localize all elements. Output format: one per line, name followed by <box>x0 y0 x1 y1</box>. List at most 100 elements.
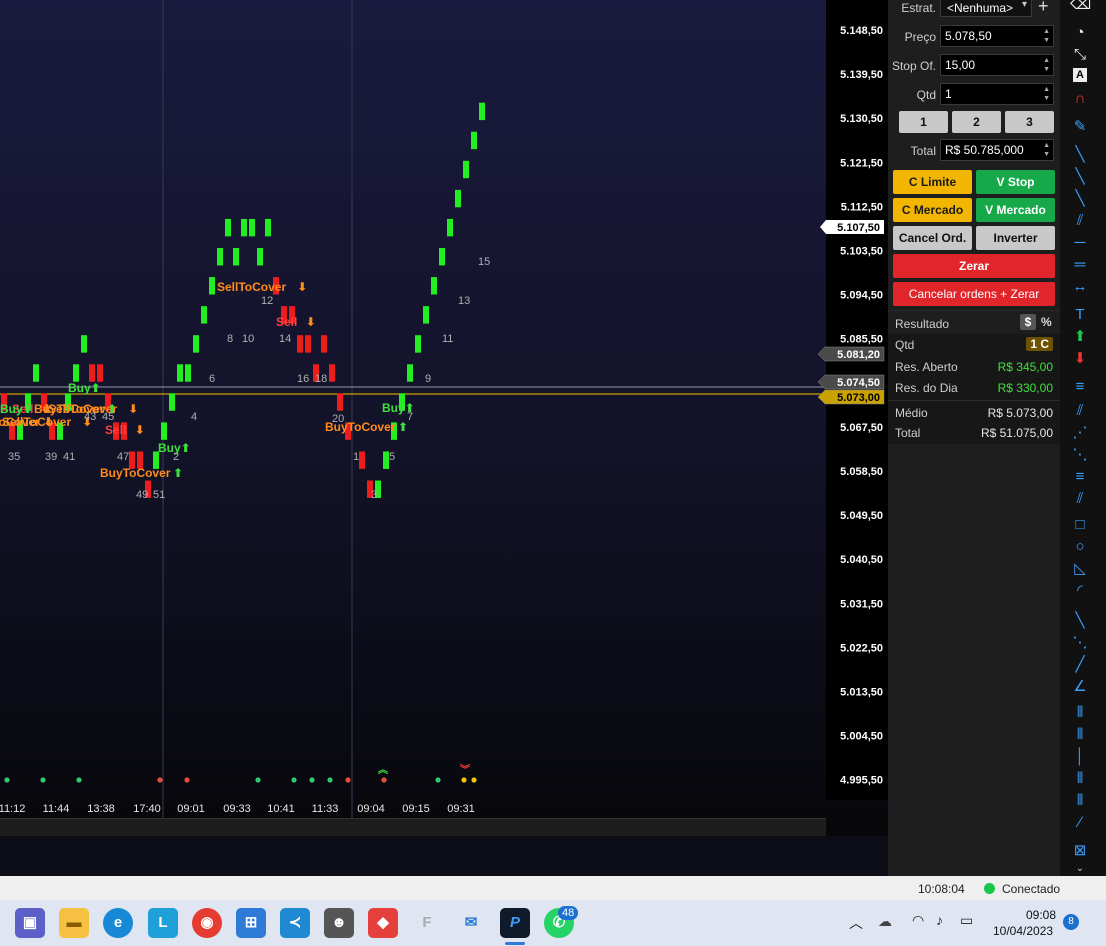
period-icon[interactable]: ⦀ <box>1076 770 1084 787</box>
buy-limit-button[interactable]: C Limite <box>893 170 972 194</box>
renko-down-brick <box>359 451 365 469</box>
qty-input[interactable]: 1 ▲ ▼ <box>940 83 1054 105</box>
chart-area[interactable]: 5.148,50 5.139,50 5.130,50 5.121,50 5.112,50… <box>0 0 888 836</box>
range-icon[interactable]: ↔ <box>1072 278 1088 295</box>
strategy-select[interactable]: <Nenhuma> ▾ <box>940 0 1032 17</box>
result-day-row: Res. do Dia R$ 330,00 <box>888 378 1060 398</box>
renko-down-brick <box>337 393 343 411</box>
price-row: Preço 5.078,50 ▲ ▼ <box>888 25 1060 49</box>
result-body: Qtd 1 C Res. Aberto R$ 345,00 Res. do Di… <box>888 334 1060 444</box>
mail-icon[interactable]: ✉ <box>456 908 486 938</box>
zero-button[interactable]: Zerar <box>893 254 1055 278</box>
channel-icon[interactable]: ⫽ <box>1076 212 1084 229</box>
regression-icon[interactable]: ╲ <box>1075 612 1085 629</box>
invert-button[interactable]: Inverter <box>976 226 1055 250</box>
l-app-icon[interactable]: L <box>148 908 178 938</box>
renko-down-brick <box>273 277 279 295</box>
f-app-icon[interactable]: F <box>412 908 442 938</box>
chrome-icon[interactable]: ◉ <box>192 908 222 938</box>
arrow-up-icon[interactable]: ⬆ <box>1073 328 1087 345</box>
currency-button[interactable]: $ <box>1020 314 1036 330</box>
fan-icon[interactable]: ⋰ <box>1072 424 1088 441</box>
network-icon[interactable]: ⊠ <box>1073 842 1087 859</box>
arc-icon[interactable]: ◜ <box>1077 582 1083 599</box>
magnet-icon[interactable]: ∩ <box>1074 90 1086 107</box>
notification-badge[interactable]: 8 <box>1063 914 1079 930</box>
fib-channel-icon[interactable]: ⫽ <box>1076 402 1084 419</box>
person-icon[interactable]: ☻ <box>324 908 354 938</box>
deviation-icon[interactable]: ⋱ <box>1072 634 1088 651</box>
triangle-icon[interactable]: ◺ <box>1074 560 1086 577</box>
spin-icon[interactable]: ▲ ▼ <box>1043 57 1050 73</box>
vertical-line-icon[interactable]: │ <box>1075 748 1085 765</box>
cancel-order-button[interactable]: Cancel Ord. <box>893 226 972 250</box>
battery-icon[interactable]: ▭ <box>960 912 974 928</box>
fib-fan-icon[interactable]: ⋱ <box>1072 446 1088 463</box>
fib-time-icon[interactable]: ⫽ <box>1076 490 1084 507</box>
strategy-label: Estrat. <box>901 1 936 15</box>
ray-icon[interactable]: ╲ <box>1075 190 1085 207</box>
horizontal-line-icon[interactable]: ─ <box>1074 234 1086 251</box>
arrow-down-icon[interactable]: ⬇ <box>1073 350 1087 367</box>
resize-icon[interactable]: ⤡ <box>1073 46 1086 63</box>
pen-icon[interactable]: ✎ <box>1073 118 1087 135</box>
signal-label: BuyToCover <box>325 420 396 434</box>
text-box-icon[interactable]: A <box>1073 68 1087 82</box>
total-input[interactable]: R$ 50.785,000 ▲ ▼ <box>940 139 1054 161</box>
renko-chart[interactable]: 5.148,50 5.139,50 5.130,50 5.121,50 5.112,50… <box>0 0 888 836</box>
chevron-up-icon[interactable]: ︿ <box>849 915 863 931</box>
sell-stop-button[interactable]: V Stop <box>976 170 1055 194</box>
buy-market-button[interactable]: C Mercado <box>893 198 972 222</box>
eraser-icon[interactable]: ⌫ <box>1070 0 1092 13</box>
rectangle-icon[interactable]: □ <box>1075 516 1085 533</box>
line-icon[interactable]: ╲ <box>1075 146 1085 163</box>
qty-3-button[interactable]: 3 <box>1005 111 1054 133</box>
renko-up-brick <box>17 422 23 440</box>
cloud-icon[interactable]: ☁ <box>878 913 892 929</box>
folder-icon[interactable]: ▬ <box>59 908 89 938</box>
segment-icon[interactable]: ╲ <box>1075 168 1085 185</box>
timer-icon[interactable]: ◔ <box>1075 24 1085 41</box>
store-icon[interactable]: ⊞ <box>236 908 266 938</box>
signal-label: Sell <box>12 402 33 416</box>
anydesk-icon[interactable]: ◆ <box>368 908 398 938</box>
time-cycles-icon[interactable]: ⦀ <box>1076 726 1084 743</box>
clock-date[interactable]: 10/04/2023 <box>993 924 1054 938</box>
profit-icon[interactable]: P <box>500 908 530 938</box>
qty-2-button[interactable]: 2 <box>952 111 1001 133</box>
stop-input[interactable]: 15,00 ▲ ▼ <box>940 54 1054 76</box>
expand-down-icon[interactable]: ⌄ <box>1075 863 1085 874</box>
fib-projection-icon[interactable]: ≡ <box>1075 468 1085 485</box>
edge-icon[interactable]: e <box>103 908 133 938</box>
renko-up-brick <box>153 451 159 469</box>
price-input[interactable]: 5.078,50 ▲ ▼ <box>940 25 1054 47</box>
brick-number: 6 <box>209 373 215 385</box>
time-label: 11:12 <box>0 803 25 815</box>
clock-time[interactable]: 09:08 <box>1026 908 1057 922</box>
cancel-and-zero-button[interactable]: Cancelar ordens + Zerar <box>893 282 1055 306</box>
spin-icon[interactable]: ▲ ▼ <box>1043 142 1050 158</box>
cycles-icon[interactable]: ⦀ <box>1076 704 1084 721</box>
sell-market-button[interactable]: V Mercado <box>976 198 1055 222</box>
spin-icon[interactable]: ▲ ▼ <box>1043 28 1050 44</box>
qty-1-button[interactable]: 1 <box>899 111 948 133</box>
signal-label: Buy <box>68 381 91 395</box>
renko-down-brick <box>89 364 95 382</box>
add-icon[interactable]: + <box>1038 0 1049 16</box>
vscode-icon[interactable]: ≺ <box>280 908 310 938</box>
trend-angle-icon[interactable]: ∕ <box>1078 814 1082 831</box>
meet-icon[interactable]: ▣ <box>15 908 45 938</box>
fibonacci-icon[interactable]: ≡ <box>1075 378 1085 395</box>
time-label: 13:38 <box>87 803 115 815</box>
brick-number: 35 <box>8 451 20 463</box>
text-icon[interactable]: T <box>1075 306 1085 323</box>
andrews-icon[interactable]: ╱ <box>1075 656 1085 673</box>
circle-icon[interactable]: ○ <box>1075 538 1085 555</box>
volume-icon[interactable]: ♪ <box>936 912 943 928</box>
gann-icon[interactable]: ⦀ <box>1076 792 1084 809</box>
percent-button[interactable]: % <box>1041 315 1052 329</box>
angle-icon[interactable]: ∠ <box>1073 678 1087 695</box>
wifi-icon[interactable]: ◠ <box>912 912 925 928</box>
double-line-icon[interactable]: ═ <box>1074 256 1086 273</box>
spin-icon[interactable]: ▲ ▼ <box>1043 86 1050 102</box>
